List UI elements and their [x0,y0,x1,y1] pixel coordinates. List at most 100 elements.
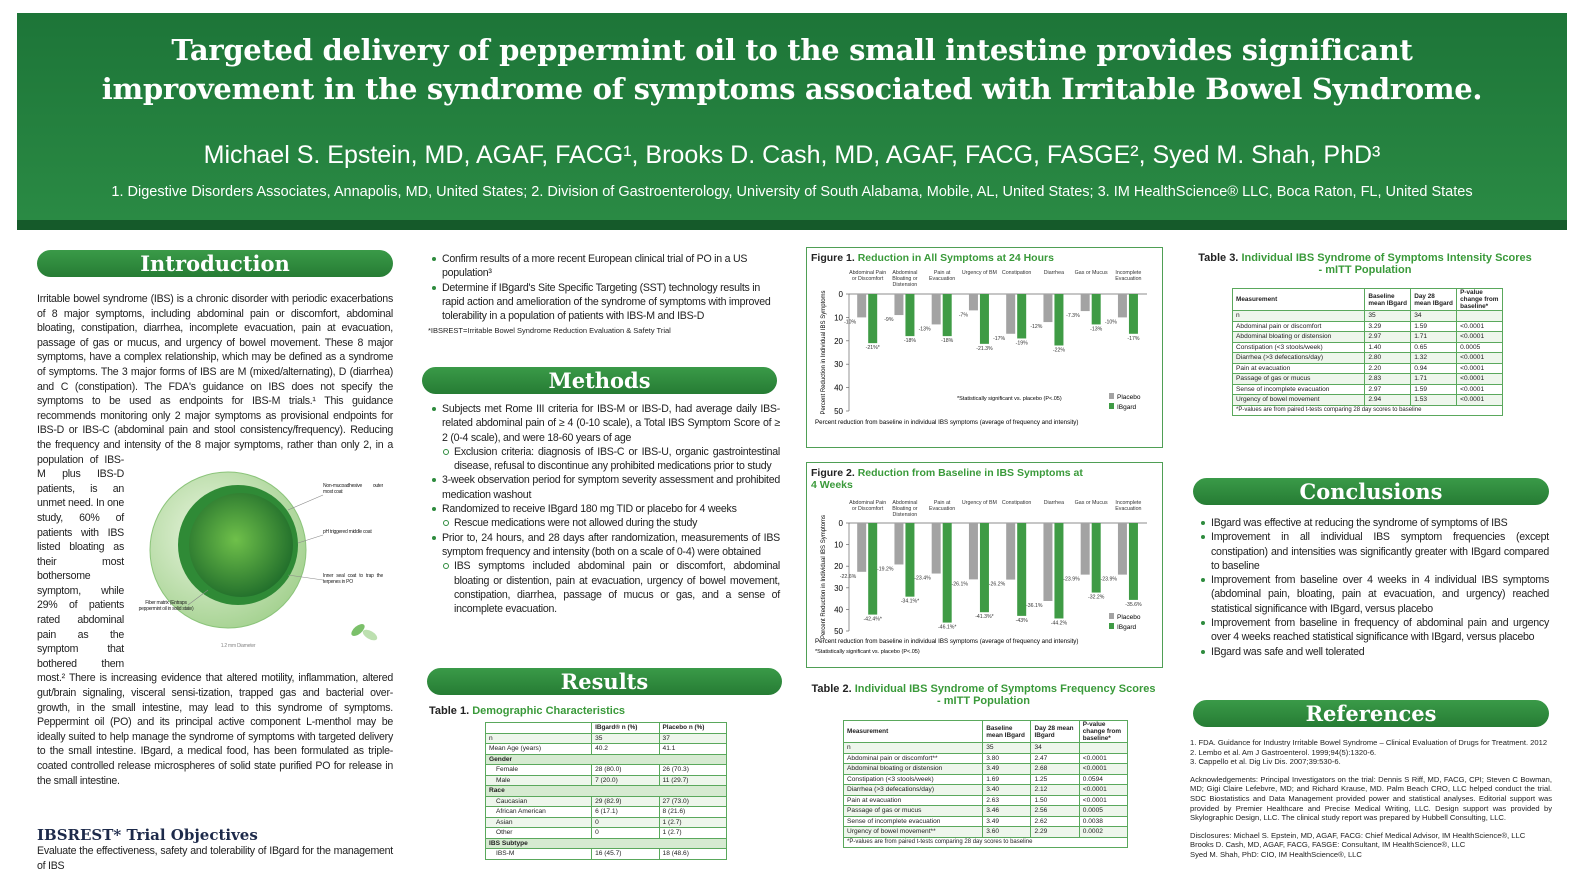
disclosure: Syed M. Shah, PhD: CIO, IM HealthScience… [1190,849,1362,859]
y-tick-label: 0 [839,290,844,299]
category-label: Abdominal Pain or Discomfort [849,500,887,512]
bar [894,523,904,565]
sub-bullet: Rescue medications were not allowed duri… [443,516,780,530]
value-label: -17% [1127,336,1139,342]
bar [868,523,878,615]
cell: Abdominal bloating or distension [1231,331,1366,343]
cell: 37 [658,732,728,744]
image-label: 1.2 mm Diameter [220,642,256,649]
paragraph: 8 major symptoms, rather than only 2, in… [37,438,393,787]
cell: Caucasian [484,795,593,807]
section-heading: References [1193,700,1549,727]
table-wrap: Measurement Baseline mean IBgard Day 28 me… [1231,288,1503,416]
legend-label: IBgard [1117,404,1137,411]
row: n 35 34 [842,742,1129,754]
row: Diarrhea (>3 defecations/day) 3.40 2.12 <0.… [842,784,1129,796]
authors: Michael S. Epstein, MD, AGAF, FACG¹, Bro… [203,141,1381,169]
legend-label: IBgard [1117,624,1137,631]
disclosures: Disclosures: Michael S. Epstein, MD, AGA… [1190,831,1552,860]
section-heading: Results [427,668,782,695]
category-label: Incomplete Evacuation [1115,270,1142,282]
row: Abdominal bloating or distension 2.97 1.71… [1231,331,1503,343]
cell: 0.0005 [1078,805,1129,817]
bullet: 3-week observation period for symptom se… [432,474,780,501]
cell: 6 (17.1) [591,806,660,818]
cell: Asian [484,816,593,828]
cell: 2.83 [1364,373,1412,385]
value-label: -26.2% [989,582,1006,588]
footnote: *P-values are from paired t-tests compar… [843,836,1128,848]
category-label: Pain at Evacuation [929,500,956,512]
title-line: Targeted delivery of peppermint oil to t… [171,33,1413,67]
cell: IBS Subtype [485,837,727,849]
cell: Pain at evacuation [842,794,984,806]
figure-name: Reduction in All Symptoms at 24 Hours [857,252,1054,264]
value-label: -22% [1053,347,1065,353]
cell: <0.0001 [1078,763,1129,775]
row: n 35 37 [484,732,728,744]
category-label: Incomplete Evacuation [1115,500,1142,512]
bar [1117,523,1127,575]
bar [1091,294,1101,325]
cell: 35 [982,742,1032,754]
row: Other 0 1 (2.7) [484,827,728,839]
image-label: Non-mucoadhesive outer most coat [323,482,383,495]
bullet: Improvement from baseline over 4 weeks i… [1201,574,1549,615]
figure-title: Figure 1. Reduction in All Symptoms at 2… [811,252,1151,264]
value-label: -10% [844,319,856,325]
objective: Evaluate the effectiveness, safety and t… [37,845,393,872]
cell: 1.69 [982,773,1032,785]
y-tick-label: 10 [834,313,843,322]
row: Asian 0 1 (2.7) [484,816,728,828]
row: Diarrhea (>3 defecations/day) 2.80 1.32 <0.… [1231,352,1503,364]
cell: 34 [1030,742,1080,754]
value-label: -12% [1030,324,1042,330]
row: Abdominal pain or discomfort 3.29 1.59 <0.0… [1231,320,1503,332]
bar [1043,523,1053,601]
value-label: -7.3% [1066,313,1080,319]
table: Measurement Baseline mean IBgard Day 28 me… [1231,288,1503,416]
cell: 7 (20.0) [591,774,660,786]
cell: Abdominal pain or discomfort [1231,320,1366,332]
category-label: Urgency of BM [961,500,997,506]
cell: 34 [1410,310,1458,322]
cell: 2.56 [1030,805,1080,817]
y-tick-label: 50 [834,627,843,636]
cell: 3.49 [982,763,1032,775]
intro-text: Irritable bowel syndrome (IBS) is a chro… [37,292,393,812]
row: African American 6 (17.1) 8 (21.6) [484,806,728,818]
bar [968,294,978,311]
table-title: Table 1. Demographic Characteristics [429,705,625,717]
legend-label: Placebo [1117,394,1141,401]
value-label: -36.1% [1026,603,1043,609]
category-label: Constipation [1001,270,1032,276]
cell: n [842,742,984,754]
cell: 35 [591,732,660,744]
cell: Diarrhea (>3 defecations/day) [842,784,984,796]
cell: 3.40 [982,784,1032,796]
figure-title: Figure 2. Reduction from Baseline in IBS… [811,467,1091,491]
conclusions: IBgard was effective at reducing the syn… [1197,516,1549,659]
bar [1043,294,1053,323]
table-name: Individual IBS Syndrome of Symptoms Inte… [1241,252,1532,276]
y-tick-label: 20 [834,562,843,571]
footnote-row: *P-values are from paired t-tests compar… [1232,404,1503,416]
methods: Subjects met Rome III criteria for IBS-M… [428,402,780,616]
value-label: -7% [959,312,969,318]
cell: <0.0001 [1456,362,1503,374]
value-label: -26.1% [952,581,969,587]
cell: 2.97 [1364,383,1412,395]
column-2-top: Confirm results of a more recent Europea… [428,252,780,336]
cell: 1.25 [1030,773,1080,785]
bar [905,294,915,337]
cell: Passage of gas or mucus [842,805,984,817]
figure: Figure 1. Reduction in All Symptoms at 2… [806,247,1163,448]
header-row: IBgard® n (%) Placebo n (%) [484,722,728,734]
value-label: -19% [1016,340,1028,346]
cell: 0.0038 [1078,815,1129,827]
cell: 0.94 [1410,362,1458,374]
figure-label: Figure 2. [811,467,855,479]
cell: <0.0001 [1456,373,1503,385]
row: n 35 34 [1231,310,1503,322]
row: Constipation (<3 stools/week) 1.40 0.65 0.0… [1231,341,1503,353]
